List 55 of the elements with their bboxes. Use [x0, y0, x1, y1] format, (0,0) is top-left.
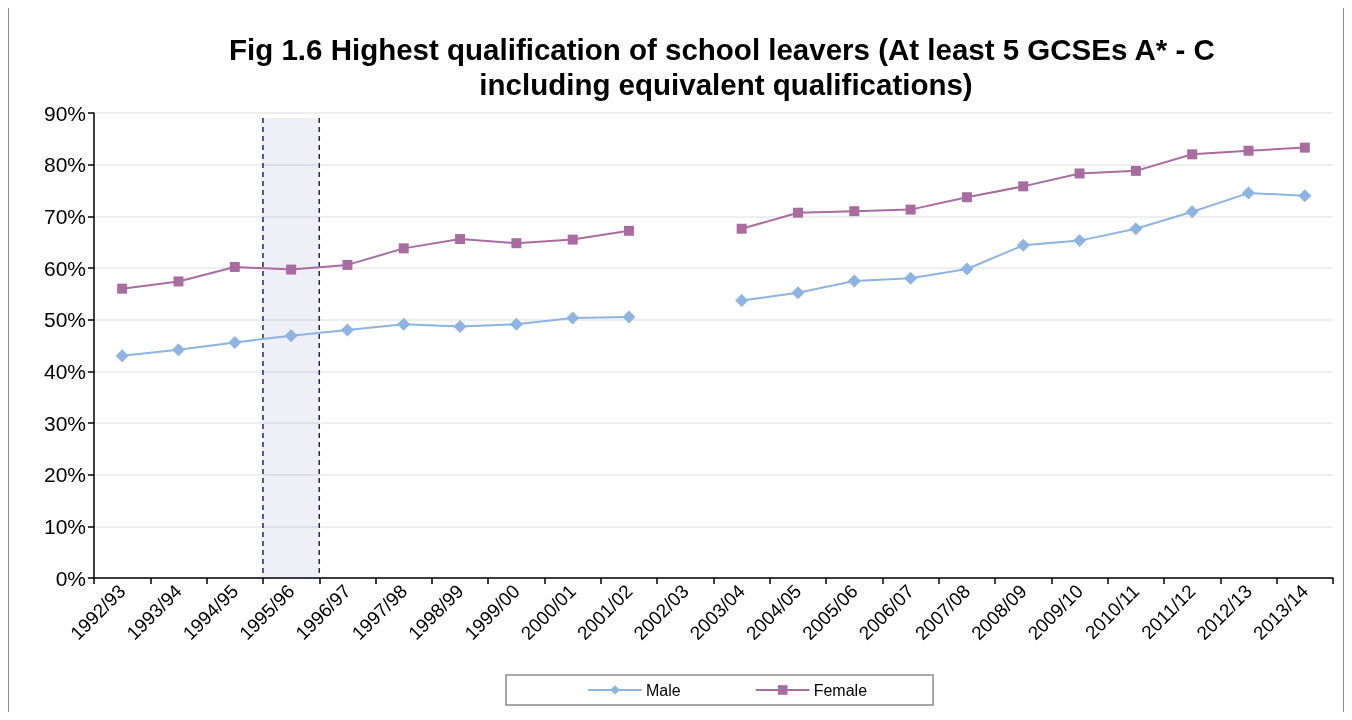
point: [511, 238, 522, 249]
point: [961, 192, 972, 203]
point: [622, 310, 636, 324]
point: [397, 317, 411, 331]
y-tick-label: 90%: [43, 101, 86, 125]
y-tick-label: 50%: [43, 308, 86, 332]
point: [1016, 238, 1030, 252]
point: [286, 264, 297, 275]
point: [1018, 181, 1029, 192]
point: [115, 349, 129, 363]
point: [792, 207, 803, 218]
point: [1243, 145, 1254, 156]
point: [1129, 222, 1143, 236]
point: [284, 329, 298, 343]
point: [736, 223, 747, 234]
y-tick-label: 30%: [43, 411, 86, 435]
point: [849, 206, 860, 217]
point: [566, 311, 580, 325]
y-tick-label: 80%: [43, 153, 86, 177]
legend-label: Male: [646, 681, 681, 699]
legend-label: Female: [813, 681, 868, 699]
point: [624, 225, 635, 236]
point: [1185, 205, 1199, 219]
point: [398, 243, 409, 254]
point: [735, 294, 749, 308]
point: [229, 261, 240, 272]
y-tick-label: 0%: [55, 566, 86, 590]
point: [1242, 186, 1256, 200]
point: [1074, 168, 1085, 179]
y-tick-label: 60%: [43, 256, 86, 280]
point: [509, 317, 523, 331]
y-tick-label: 70%: [43, 204, 86, 228]
point: [847, 274, 861, 288]
point: [342, 259, 353, 270]
point: [340, 323, 354, 337]
point: [1187, 149, 1198, 160]
point: [905, 204, 916, 215]
point: [791, 286, 805, 300]
point: [1299, 142, 1310, 153]
point: [1298, 189, 1312, 203]
point: [567, 234, 578, 245]
y-tick-label: 40%: [43, 359, 86, 383]
point: [228, 335, 242, 349]
point: [173, 276, 184, 287]
point: [904, 271, 918, 285]
y-tick-label: 20%: [43, 463, 86, 487]
point: [1073, 234, 1087, 248]
chart-title: Fig 1.6 Highest qualification of school leavers (At least 5 GCSEs A* - C including equivalent qualifications): [229, 33, 1223, 101]
point: [117, 283, 128, 294]
point: [455, 234, 466, 245]
point: [1130, 165, 1141, 176]
point: [171, 343, 185, 357]
point: [960, 262, 974, 276]
y-tick-label: 10%: [43, 514, 86, 538]
point: [453, 319, 467, 333]
